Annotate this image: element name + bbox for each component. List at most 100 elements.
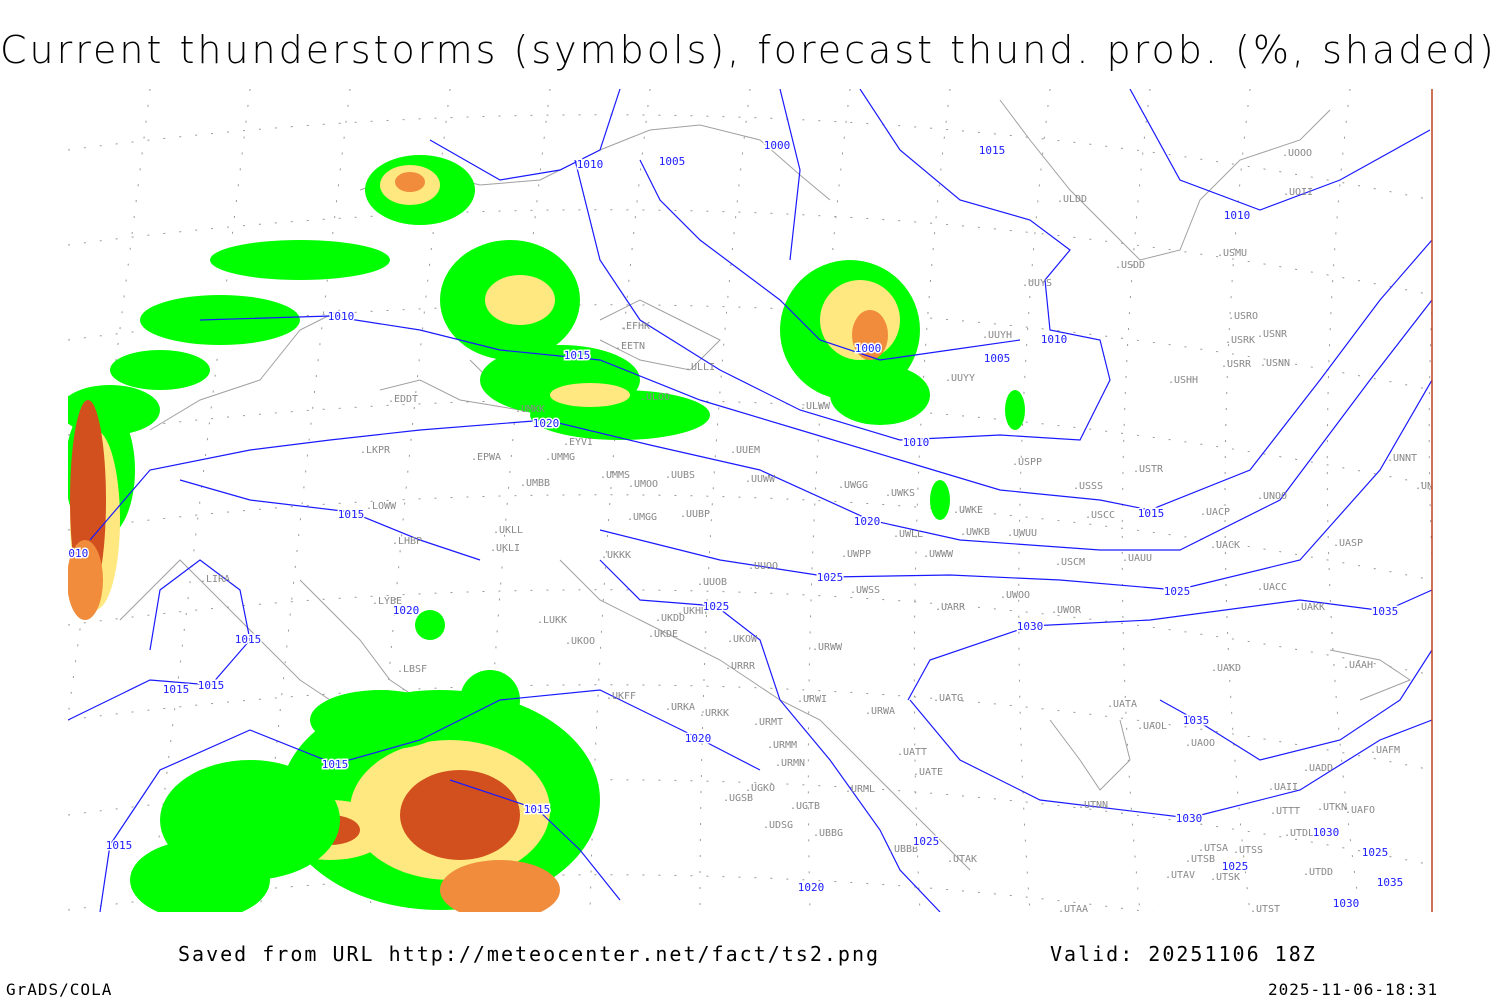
station-code: .UKKK	[601, 550, 631, 561]
station-code: .UWLL	[893, 529, 923, 540]
source-url-text: Saved from URL http://meteocenter.net/fa…	[178, 942, 881, 966]
probability-area	[1309, 79, 1311, 81]
isobar-labels: 1010 1005 1000 1015 1010 1010 1015 1000 1005 1010…	[62, 138, 1405, 912]
coastline	[999, 99, 1331, 261]
isobar-line	[907, 589, 1432, 701]
station-code: .USPP	[1012, 457, 1042, 468]
isobar-line	[599, 559, 941, 912]
probability-area	[1005, 390, 1025, 430]
station-code: .UKHH	[677, 606, 707, 617]
station-code: .USDD	[1115, 260, 1145, 271]
station-code: .ULDD	[1057, 194, 1087, 205]
station-code: .EYVI	[563, 437, 593, 448]
station-code: .UATT	[897, 747, 927, 758]
station-code: .ULWW	[800, 401, 831, 412]
station-code: .USCC	[1085, 510, 1115, 521]
station-code: .UATA	[1107, 699, 1137, 710]
isobar-label: 1030	[1313, 826, 1340, 839]
station-code: .URWA	[865, 706, 895, 717]
station-code: .USRR	[1221, 359, 1252, 370]
station-code: .UTSA	[1198, 843, 1228, 854]
isobar-label: 1010	[62, 547, 89, 560]
station-code: .UNOO	[1257, 491, 1287, 502]
station-code: .UDSG	[763, 820, 793, 831]
station-code: .UAFO	[1345, 805, 1375, 816]
coastline	[1329, 649, 1412, 701]
station-code: .URWW	[812, 642, 843, 653]
station-code: .UUYH	[982, 330, 1012, 341]
station-code: .LIRA	[200, 574, 230, 585]
station-code: .UTSK	[1210, 872, 1240, 883]
isobar-line	[599, 379, 1432, 591]
station-code: .LYBE	[372, 596, 402, 607]
station-code: .UAUU	[1122, 553, 1152, 564]
station-code: .UWUU	[1007, 528, 1037, 539]
station-code: .UMMG	[545, 452, 575, 463]
isobar-line	[199, 239, 1432, 511]
probability-area	[210, 240, 390, 280]
station-code: .UUBP	[680, 509, 710, 520]
isobar-label: 1025	[1222, 860, 1249, 873]
probability-area	[310, 690, 450, 750]
station-code: .UACK	[1210, 540, 1240, 551]
station-code: .UUOB	[697, 577, 727, 588]
lat-lon-grid	[68, 89, 1432, 912]
isobar-label: 1015	[338, 508, 365, 521]
station-code: .UTNN	[1078, 800, 1108, 811]
station-code: .UWWW	[923, 549, 954, 560]
isobar-line	[909, 699, 1432, 819]
probability-area	[550, 383, 630, 407]
station-code: .UUWW	[745, 474, 776, 485]
coastline	[119, 559, 331, 701]
station-code: .UTAK	[947, 854, 977, 865]
station-code: .UACP	[1200, 507, 1230, 518]
station-code: .UNNT	[1387, 453, 1417, 464]
station-code: .UATG	[933, 693, 963, 704]
station-code: .UADD	[1303, 763, 1333, 774]
isobar-label: 1030	[1176, 812, 1203, 825]
station-code: .UMGG	[627, 512, 657, 523]
station-code: .UTST	[1250, 904, 1280, 915]
station-code: .UKDD	[655, 613, 685, 624]
station-code: .UUEM	[730, 445, 760, 456]
station-code: .USNN	[1260, 358, 1290, 369]
station-code: .EDDT	[388, 394, 418, 405]
station-code: .URML	[845, 784, 875, 795]
station-code: .UWSS	[850, 585, 880, 596]
isobar-line	[449, 779, 621, 901]
station-code: .UAKD	[1211, 663, 1241, 674]
station-code: .EETN	[615, 341, 645, 352]
isobar-label: 1035	[1183, 714, 1210, 727]
isobar-line	[779, 89, 801, 261]
station-code: .UWPP	[841, 549, 871, 560]
isobar-label: 1015	[1138, 507, 1165, 520]
station-code: .URWI	[797, 694, 827, 705]
station-code: .UAOL	[1137, 721, 1167, 732]
isobar-label: 1010	[1041, 333, 1068, 346]
station-code: .UWGG	[838, 480, 868, 491]
station-code: .UAOO	[1185, 738, 1215, 749]
station-code: .ULOO	[640, 392, 670, 403]
isobar-line	[574, 89, 1111, 441]
isobar-label: 1030	[1017, 620, 1044, 633]
isobar-label: 1035	[1377, 876, 1404, 889]
station-code: .UBBB	[888, 844, 918, 855]
probability-area	[110, 350, 210, 390]
station-code: .UKOW	[727, 634, 758, 645]
isobar-line	[68, 559, 251, 721]
station-code: .UWOO	[1000, 590, 1030, 601]
isobar-label: 1015	[163, 683, 190, 696]
station-code: .UKDE	[648, 629, 678, 640]
station-code: .UUYY	[945, 373, 975, 384]
station-code: .UUBS	[665, 470, 695, 481]
station-code: .UARR	[935, 602, 966, 613]
meridian-line	[1326, 89, 1361, 912]
probability-area	[460, 670, 520, 730]
station-code: .LHBP	[392, 536, 422, 547]
probability-area	[440, 860, 560, 912]
station-code: .USCM	[1055, 557, 1085, 568]
station-code: .USHH	[1168, 375, 1198, 386]
valid-time-text: Valid: 20251106 18Z	[1050, 942, 1317, 966]
coastline	[599, 299, 721, 371]
